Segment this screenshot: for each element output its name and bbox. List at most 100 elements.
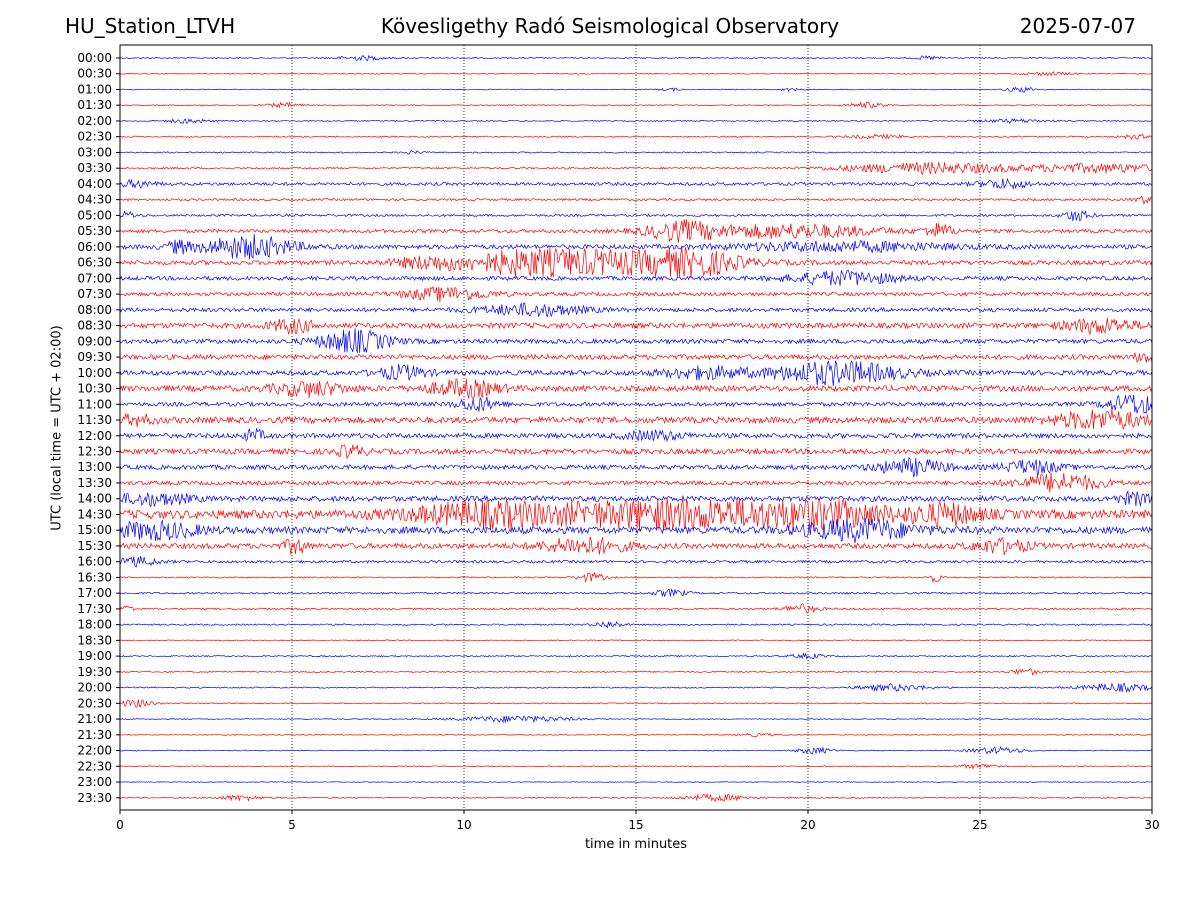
trace-1900: [119, 652, 1153, 660]
y-tick-label: 16:00: [77, 555, 112, 569]
trace-1730: [119, 603, 1153, 614]
y-tick-label: 20:00: [77, 681, 112, 695]
trace-2330: [119, 793, 1153, 803]
trace-2300: [119, 781, 1153, 783]
trace-0400: [119, 177, 1153, 190]
trace-0930: [119, 352, 1153, 363]
trace-1630: [119, 571, 1153, 584]
trace-1700: [119, 588, 1153, 598]
trace-0900: [119, 328, 1153, 354]
y-axis-label: UTC (local time = UTC + 02:00): [49, 325, 65, 531]
y-tick-label: 22:00: [77, 744, 112, 758]
y-tick-label: 01:30: [77, 98, 112, 112]
x-tick-label: 30: [1144, 818, 1159, 832]
y-tick-label: 05:30: [77, 224, 112, 238]
y-tick-label: 03:00: [77, 145, 112, 159]
trace-0700: [119, 269, 1153, 286]
trace-1330: [119, 473, 1153, 493]
trace-0830: [119, 317, 1153, 336]
y-tick-label: 08:30: [77, 319, 112, 333]
y-tick-label: 07:00: [77, 271, 112, 285]
y-tick-label: 06:00: [77, 240, 112, 254]
y-tick-label: 23:00: [77, 775, 112, 789]
trace-1830: [119, 639, 1153, 642]
y-tick-label: 00:00: [77, 51, 112, 65]
y-tick-label: 15:30: [77, 539, 112, 553]
y-tick-label: 17:30: [77, 602, 112, 616]
y-tick-label: 04:30: [77, 193, 112, 207]
trace-0730: [119, 285, 1153, 303]
y-tick-label: 12:30: [77, 445, 112, 459]
y-tick-label: 15:00: [77, 523, 112, 537]
y-tick-label: 08:00: [77, 303, 112, 317]
x-tick-label: 10: [456, 818, 471, 832]
x-tick-label: 20: [800, 818, 815, 832]
trace-1530: [119, 536, 1153, 556]
trace-0500: [119, 210, 1153, 222]
y-tick-label: 04:00: [77, 177, 112, 191]
trace-0530: [119, 219, 1153, 243]
trace-0000: [119, 54, 1153, 62]
y-tick-label: 11:00: [77, 397, 112, 411]
trace-0330: [119, 161, 1153, 175]
y-tick-label: 09:00: [77, 334, 112, 348]
trace-2130: [119, 732, 1153, 737]
y-tick-label: 19:00: [77, 649, 112, 663]
x-tick-label: 25: [972, 818, 987, 832]
trace-1930: [119, 668, 1153, 676]
y-tick-label: 10:00: [77, 366, 112, 380]
trace-2000: [119, 682, 1153, 693]
trace-1130: [119, 409, 1153, 431]
y-tick-label: 18:00: [77, 618, 112, 632]
x-tick-label: 0: [116, 818, 124, 832]
trace-1200: [119, 428, 1153, 443]
y-tick-label: 13:00: [77, 460, 112, 474]
gridlines: [291, 45, 981, 810]
trace-0600: [119, 234, 1153, 260]
trace-0100: [119, 86, 1153, 93]
trace-1000: [119, 360, 1153, 386]
x-tick-label: 15: [628, 818, 643, 832]
trace-2100: [119, 715, 1153, 724]
chart-title: Kövesligethy Radó Seismological Observat…: [380, 14, 840, 38]
y-tick-label: 02:00: [77, 114, 112, 128]
seismogram-traces: [119, 54, 1153, 803]
y-tick-label: 02:30: [77, 130, 112, 144]
trace-1300: [119, 456, 1153, 478]
trace-1500: [119, 517, 1153, 544]
y-tick-label: 14:30: [77, 507, 112, 521]
y-tick-label: 05:00: [77, 208, 112, 222]
y-tick-label: 21:00: [77, 712, 112, 726]
y-tick-label: 22:30: [77, 759, 112, 773]
y-tick-label: 01:00: [77, 82, 112, 96]
y-tick-label: 07:30: [77, 287, 112, 301]
station-name: HU_Station_LTVH: [65, 14, 236, 38]
trace-0630: [119, 246, 1153, 279]
trace-1400: [119, 490, 1153, 507]
y-tick-label: 19:30: [77, 665, 112, 679]
trace-2230: [119, 763, 1153, 770]
y-tick-label: 13:30: [77, 476, 112, 490]
y-tick-label: 23:30: [77, 791, 112, 805]
y-tick-label: 10:30: [77, 382, 112, 396]
chart-date: 2025-07-07: [1019, 14, 1136, 38]
trace-0430: [119, 195, 1153, 205]
y-tick-label: 20:30: [77, 696, 112, 710]
y-tick-label: 14:00: [77, 492, 112, 506]
x-tick-label: 5: [288, 818, 296, 832]
trace-1430: [119, 497, 1153, 532]
y-tick-label: 21:30: [77, 728, 112, 742]
trace-1030: [119, 378, 1153, 399]
trace-1230: [119, 444, 1153, 460]
trace-0800: [119, 302, 1153, 318]
trace-0130: [119, 101, 1153, 109]
y-tick-label: 03:30: [77, 161, 112, 175]
trace-2200: [119, 746, 1153, 755]
trace-1600: [119, 556, 1153, 568]
trace-1100: [119, 394, 1153, 415]
x-axis-label: time in minutes: [584, 837, 688, 852]
y-tick-label: 17:00: [77, 586, 112, 600]
trace-1800: [119, 621, 1153, 629]
y-tick-label: 12:00: [77, 429, 112, 443]
